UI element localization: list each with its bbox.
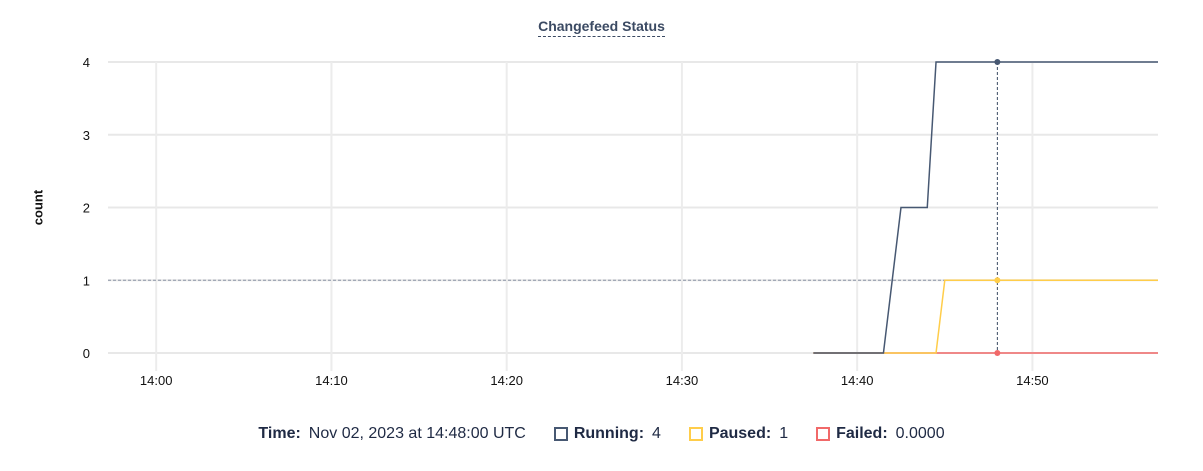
legend-time: Time: Nov 02, 2023 at 14:48:00 UTC: [258, 425, 525, 443]
legend-item-paused[interactable]: Paused: 1: [688, 425, 789, 443]
paused-swatch-icon: [688, 427, 703, 441]
hover-point-paused: [994, 277, 1001, 284]
legend-value: 4: [652, 425, 661, 442]
legend-label: Paused:: [708, 425, 772, 442]
y-tick-label: 2: [83, 201, 90, 216]
y-tick-label: 0: [83, 346, 90, 361]
chart-plot[interactable]: 0 1 2 3 4 14:00 14:10 14:20 14:30 14:40 14:50: [0, 0, 1203, 400]
chart-title[interactable]: Changefeed Status: [0, 18, 1203, 37]
legend-value: 0.0000: [895, 425, 945, 442]
x-tick-label: 14:40: [841, 373, 874, 388]
x-tick-label: 14:20: [490, 373, 523, 388]
hover-point-failed: [994, 350, 1001, 356]
running-swatch-icon: [553, 427, 568, 441]
y-tick-label: 1: [83, 273, 90, 288]
legend-value: 1: [779, 425, 789, 442]
failed-swatch-icon: [816, 427, 831, 441]
x-tick-label: 14:30: [666, 373, 699, 388]
legend-label: Failed:: [836, 425, 888, 442]
x-tick-label: 14:10: [315, 373, 348, 388]
y-tick-label: 3: [83, 128, 90, 143]
legend: Time: Nov 02, 2023 at 14:48:00 UTC Runni…: [0, 425, 1203, 443]
legend-time-value: Nov 02, 2023 at 14:48:00 UTC: [308, 425, 526, 442]
series-line-paused: [813, 279, 1158, 354]
chart-title-text: Changefeed Status: [538, 18, 665, 37]
hover-point-running: [994, 59, 1001, 65]
legend-label: Running:: [573, 425, 645, 442]
legend-time-label: Time:: [258, 425, 301, 442]
x-tick-label: 14:50: [1016, 373, 1049, 388]
y-tick-label: 4: [83, 55, 90, 70]
series-line-running: [813, 61, 1158, 354]
legend-item-running[interactable]: Running: 4: [553, 425, 661, 443]
x-tick-label: 14:00: [140, 373, 173, 388]
legend-item-failed[interactable]: Failed: 0.0000: [816, 425, 945, 443]
